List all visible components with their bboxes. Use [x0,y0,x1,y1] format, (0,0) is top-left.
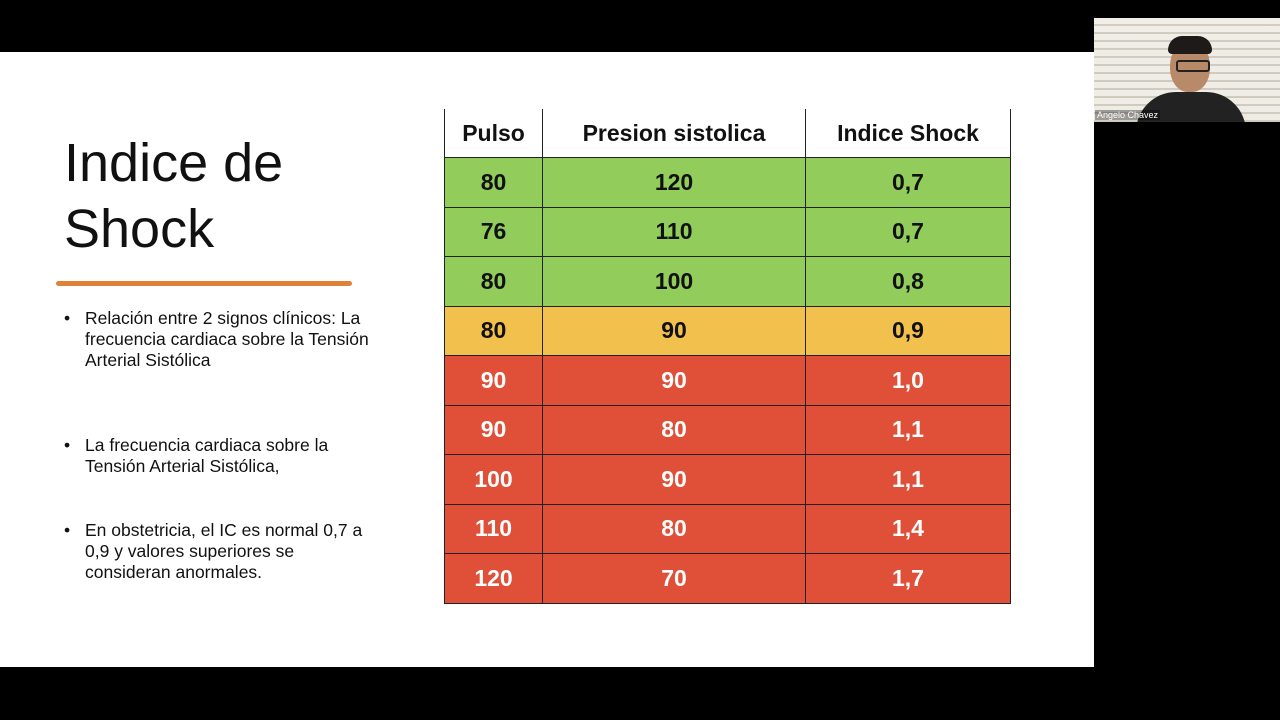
bullet-list: • Relación entre 2 signos clínicos: La f… [64,308,384,583]
cell-presion-sistolica: 110 [542,206,806,257]
slide-title-line1: Indice de [64,133,284,193]
bullet-text: Relación entre 2 signos clínicos: La fre… [85,308,369,370]
table-header-row: Pulso Presion sistolica Indice Shock [444,109,1011,158]
slide-title-line2: Shock [64,199,215,259]
glasses-icon [1176,60,1210,72]
bullet-item: • La frecuencia cardiaca sobre la Tensió… [64,435,384,477]
table-row: 100 90 1,1 [444,454,1011,505]
cell-presion-sistolica: 80 [542,404,806,455]
bullet-dot: • [64,435,71,455]
cell-pulso: 100 [444,454,543,505]
slide-title: Indice de Shock [64,130,283,262]
cell-presion-sistolica: 90 [542,454,806,505]
participant-hair [1168,36,1212,54]
cell-presion-sistolica: 80 [542,503,806,554]
shock-index-table: Pulso Presion sistolica Indice Shock 80 1… [444,109,1011,604]
header-presion-sistolica: Presion sistolica [542,109,806,158]
table-row: 110 80 1,4 [444,503,1011,554]
cell-pulso: 80 [444,256,543,307]
cell-pulso: 80 [444,305,543,356]
bullet-dot: • [64,308,71,328]
table-row: 90 90 1,0 [444,355,1011,406]
cell-presion-sistolica: 100 [542,256,806,307]
presentation-slide: Indice de Shock • Relación entre 2 signo… [0,52,1094,667]
cell-indice-shock: 1,7 [805,553,1011,604]
cell-presion-sistolica: 90 [542,355,806,406]
cell-indice-shock: 0,7 [805,157,1011,208]
cell-presion-sistolica: 120 [542,157,806,208]
cell-indice-shock: 0,7 [805,206,1011,257]
cell-presion-sistolica: 70 [542,553,806,604]
table-row: 120 70 1,7 [444,553,1011,604]
shock-index-table-container: Pulso Presion sistolica Indice Shock 80 1… [444,109,1011,604]
cell-indice-shock: 0,9 [805,305,1011,356]
cell-pulso: 110 [444,503,543,554]
participant-video-tile[interactable] [1094,18,1280,122]
cell-indice-shock: 1,1 [805,404,1011,455]
participant-name-label: Angelo Chavez [1095,110,1161,120]
table-row: 80 120 0,7 [444,157,1011,208]
cell-pulso: 120 [444,553,543,604]
cell-presion-sistolica: 90 [542,305,806,356]
bullet-text: La frecuencia cardiaca sobre la Tensión … [85,435,329,476]
cell-pulso: 90 [444,355,543,406]
bullet-item: • En obstetricia, el IC es normal 0,7 a … [64,520,384,583]
bullet-text: En obstetricia, el IC es normal 0,7 a 0,… [85,520,363,582]
title-accent-bar [56,281,352,286]
cell-indice-shock: 0,8 [805,256,1011,307]
cell-indice-shock: 1,0 [805,355,1011,406]
table-row: 90 80 1,1 [444,404,1011,455]
header-indice-shock: Indice Shock [805,109,1011,158]
cell-pulso: 80 [444,157,543,208]
header-pulso: Pulso [444,109,543,158]
table-row: 76 110 0,7 [444,206,1011,257]
cell-pulso: 76 [444,206,543,257]
cell-pulso: 90 [444,404,543,455]
bullet-dot: • [64,520,71,540]
table-row: 80 100 0,8 [444,256,1011,307]
bullet-item: • Relación entre 2 signos clínicos: La f… [64,308,384,372]
cell-indice-shock: 1,1 [805,454,1011,505]
table-row: 80 90 0,9 [444,305,1011,356]
cell-indice-shock: 1,4 [805,503,1011,554]
